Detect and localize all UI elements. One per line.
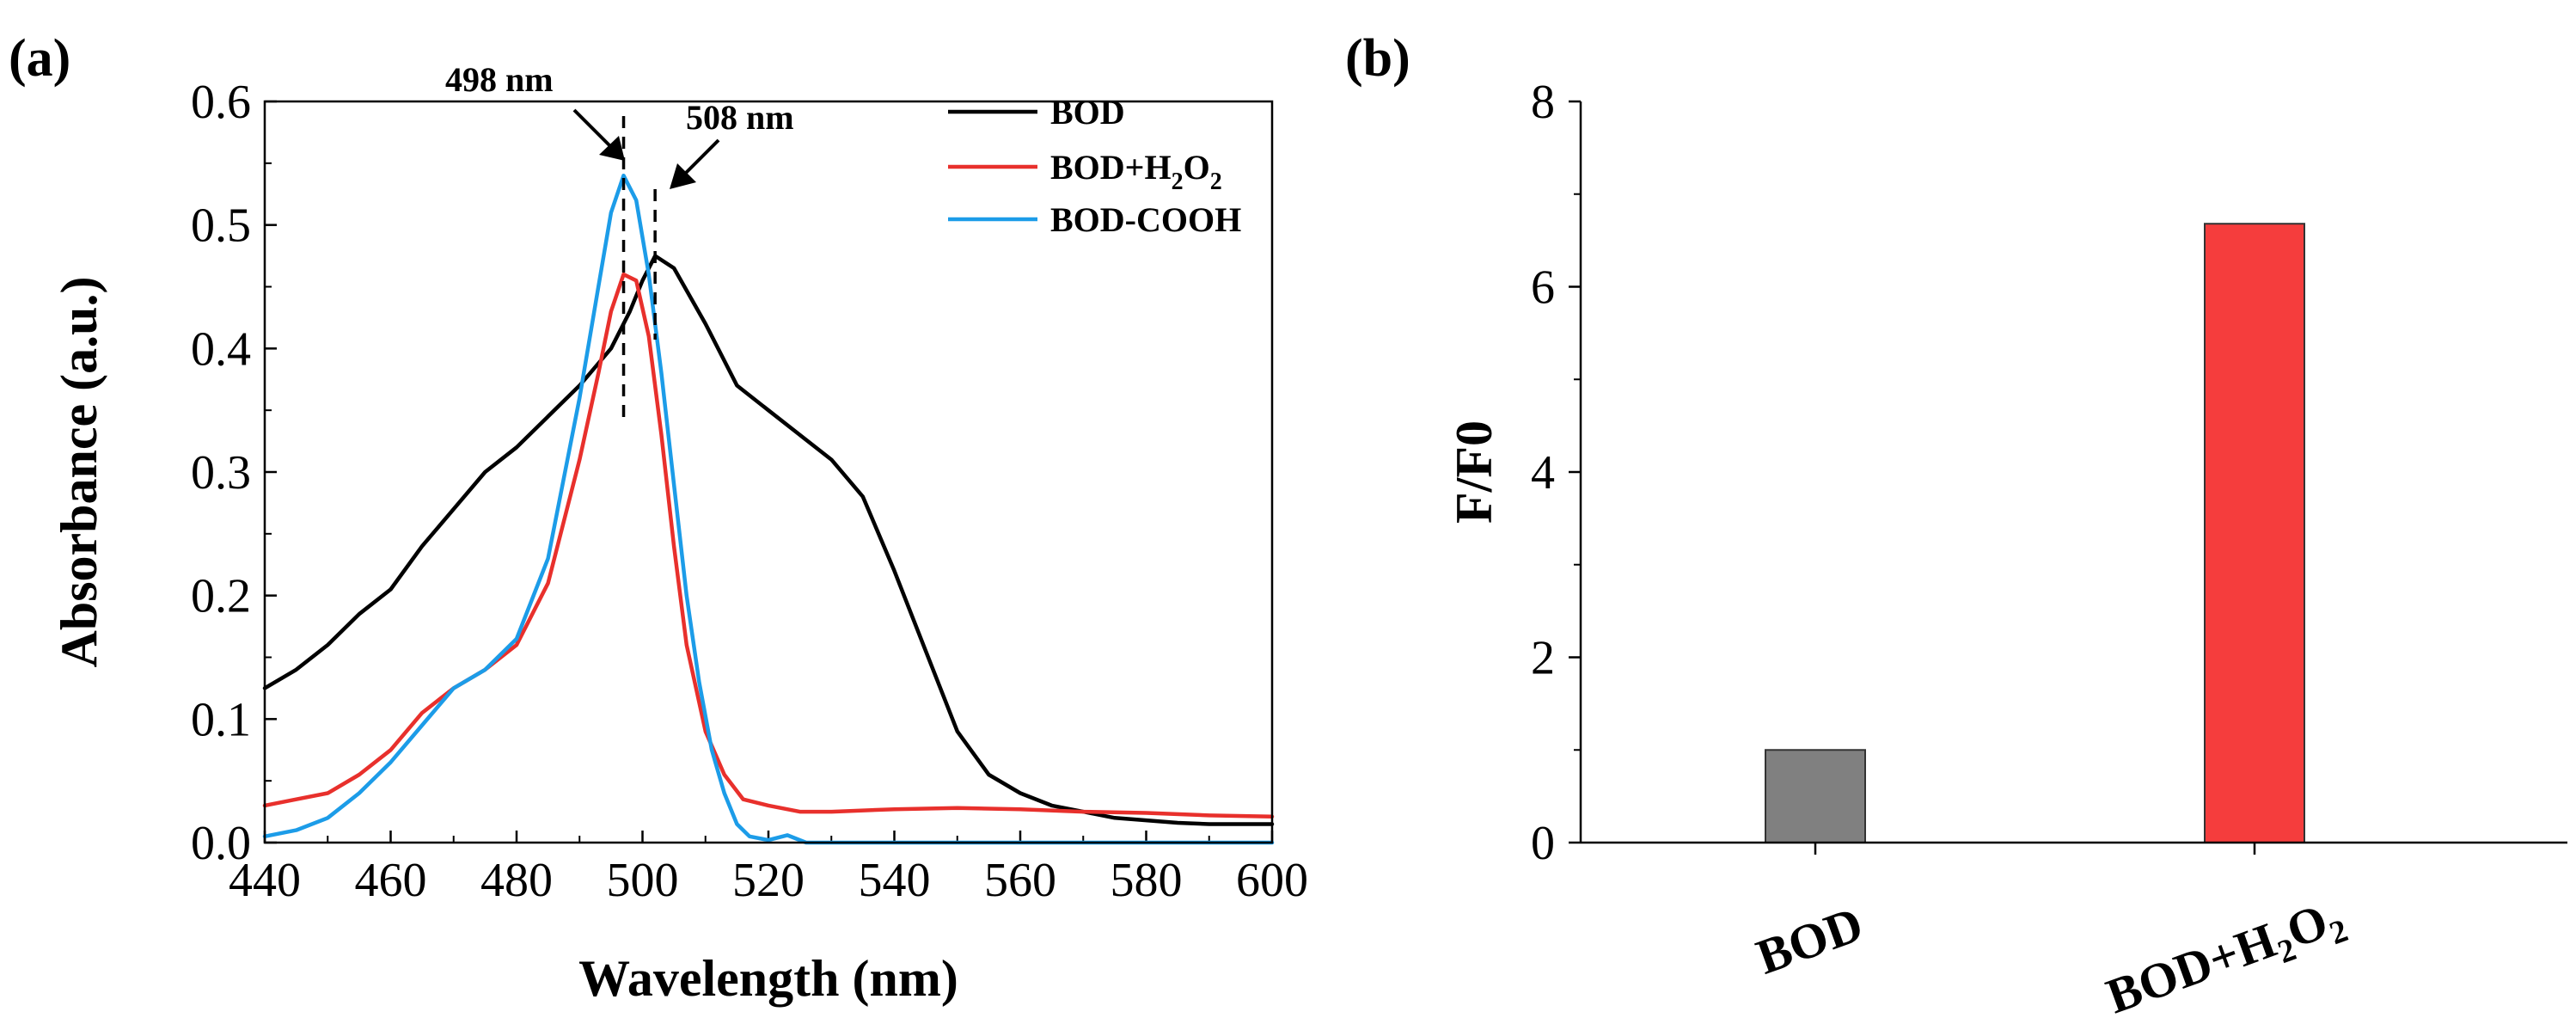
panel-a-x-tick-label: 460 <box>355 854 427 907</box>
panel-b-y-axis-title: F/F0 <box>1446 420 1502 524</box>
panel-b-y-tick-label: 4 <box>1531 446 1555 500</box>
panel-b-y-tick-label: 2 <box>1531 632 1555 685</box>
panel-a-x-tick-label: 440 <box>229 854 301 907</box>
arrow-498-shaft <box>572 108 615 150</box>
panel-a-y-tick-label: 0.0 <box>191 817 251 870</box>
panel-b-y-tick-label: 8 <box>1531 76 1555 129</box>
panel-b-y-tick-label: 0 <box>1531 817 1555 870</box>
bar-bod-h2o2 <box>2204 223 2305 844</box>
panel-a-plot-frame <box>263 100 1274 844</box>
panel-a-x-tick-label: 500 <box>607 854 679 907</box>
annotation-508-label: 508 nm <box>686 98 794 137</box>
legend-label-1: BOD <box>1050 93 1125 132</box>
panel-b-label: (b) <box>1345 29 1410 88</box>
panel-a-y-tick-label: 0.1 <box>191 693 251 746</box>
panel-a-label: (a) <box>9 29 70 88</box>
panel-a-x-tick-label: 600 <box>1236 854 1308 907</box>
bar-bod <box>1765 749 1866 843</box>
legend-label-3: BOD-COOH <box>1050 200 1241 239</box>
arrow-498-head <box>599 136 625 161</box>
panel-a-y-tick-label: 0.3 <box>191 446 251 500</box>
arrow-508-head <box>670 163 696 189</box>
panel-a-x-tick-label: 480 <box>480 854 553 907</box>
panel-a-chart: 440 460 480 500 520 540 560 580 600 0.0 0.1 0.2 0.3 0… <box>51 60 1308 1007</box>
panel-a-y-tick-label: 0.6 <box>191 76 251 129</box>
panel-b-ticks: 0 2 4 6 8 <box>1531 76 2256 870</box>
panel-a-y-axis-title: Absorbance (a.u.) <box>51 276 107 667</box>
series-line-bod-h2o2 <box>262 272 1275 819</box>
panel-a-annotations: 498 nm 508 nm <box>445 60 794 417</box>
panel-a-ticks: 440 460 480 500 520 540 560 580 600 0.0 0.1 0.2 0.3 0… <box>191 76 1308 907</box>
panel-a-x-axis-title: Wavelength (nm) <box>578 950 958 1007</box>
panel-b-bars <box>1765 223 2305 844</box>
panel-a-x-tick-label: 520 <box>732 854 805 907</box>
panel-b-y-tick-label: 6 <box>1531 261 1555 315</box>
panel-a-y-tick-label: 0.2 <box>191 570 251 623</box>
panel-a-y-tick-label: 0.4 <box>191 322 251 376</box>
panel-a-x-tick-label: 580 <box>1111 854 1183 907</box>
arrow-508-shaft <box>681 138 720 178</box>
legend-label-2: BOD+H2O2 <box>1050 148 1222 195</box>
panel-a-legend: BOD BOD+H2O2 BOD-COOH <box>948 93 1241 239</box>
panel-a-x-tick-label: 560 <box>984 854 1056 907</box>
panel-a-x-tick-label: 540 <box>859 854 931 907</box>
annotation-498-label: 498 nm <box>445 60 554 99</box>
panel-a-y-tick-label: 0.5 <box>191 199 251 253</box>
